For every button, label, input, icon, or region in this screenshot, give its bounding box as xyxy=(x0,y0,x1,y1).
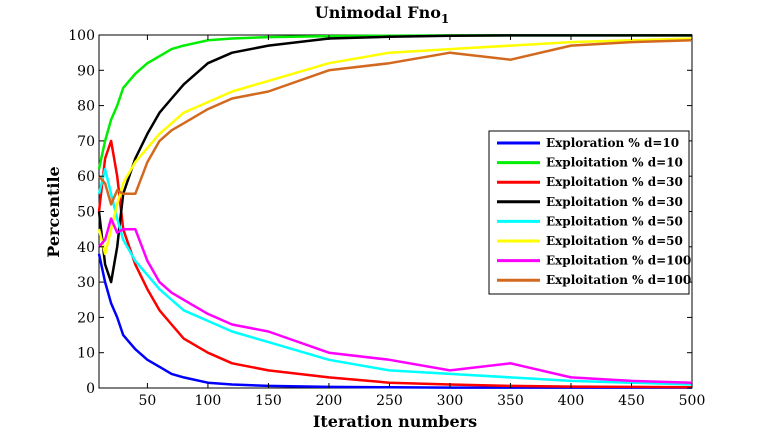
y-tick-label: 10 xyxy=(77,346,95,362)
y-tick-label: 100 xyxy=(68,28,95,44)
y-axis-ticks: 0 10 20 30 40 50 60 70 80 90 100 xyxy=(68,28,692,397)
legend-label-2: Exploitation % d=10 xyxy=(546,156,683,170)
legend-items: Exploration % d=10 Exploitation % d=10 Exp… xyxy=(497,136,691,287)
y-tick-label: 90 xyxy=(77,63,95,79)
series-line-7 xyxy=(98,217,693,384)
y-tick-label: 30 xyxy=(77,275,95,291)
series-line-1 xyxy=(97,253,692,389)
y-tick-label: 70 xyxy=(77,134,95,150)
y-tick-label: 60 xyxy=(77,169,95,185)
series-line-5 xyxy=(97,167,693,386)
legend-label-1: Exploration % d=10 xyxy=(546,136,679,150)
y-tick-label: 20 xyxy=(77,310,95,326)
y-tick-label: 50 xyxy=(77,205,95,221)
x-axis-label: Iteration numbers xyxy=(313,412,477,431)
legend-label-7: Exploitation % d=100 xyxy=(546,254,691,268)
legend-label-5: Exploitation % d=50 xyxy=(546,214,683,228)
legend-label-3: Exploitation % d=30 xyxy=(546,175,683,189)
x-tick-label: 500 xyxy=(679,393,706,409)
x-tick-label: 350 xyxy=(497,393,524,409)
y-tick-label: 0 xyxy=(86,381,95,397)
legend-box xyxy=(488,130,690,295)
x-tick-label: 300 xyxy=(437,393,464,409)
series-layer xyxy=(97,34,693,389)
x-tick-label: 150 xyxy=(255,393,282,409)
legend-label-8: Exploitation % d=100 xyxy=(546,273,691,287)
series-line-6 xyxy=(97,37,693,256)
legend-label-4: Exploitation % d=30 xyxy=(546,195,683,209)
x-axis-ticks: 50 100 150 200 250 300 350 400 450 500 xyxy=(138,35,705,409)
x-tick-label: 50 xyxy=(138,393,156,409)
x-tick-label: 200 xyxy=(316,393,343,409)
series-line-4 xyxy=(97,34,692,284)
series-line-3 xyxy=(97,139,693,389)
x-tick-label: 250 xyxy=(376,393,403,409)
legend: Exploration % d=10 Exploitation % d=10 Exp… xyxy=(488,130,691,295)
y-axis-label: Percentile xyxy=(44,166,63,258)
y-tick-label: 80 xyxy=(77,99,95,115)
series-line-8 xyxy=(98,39,693,206)
x-tick-label: 400 xyxy=(558,393,585,409)
x-tick-label: 450 xyxy=(618,393,645,409)
y-tick-label: 40 xyxy=(77,240,95,256)
chart-title-subscript: 1 xyxy=(441,12,449,26)
legend-label-6: Exploitation % d=50 xyxy=(546,234,683,248)
chart-title: Unimodal Fno1 xyxy=(315,3,450,26)
x-tick-label: 100 xyxy=(195,393,222,409)
